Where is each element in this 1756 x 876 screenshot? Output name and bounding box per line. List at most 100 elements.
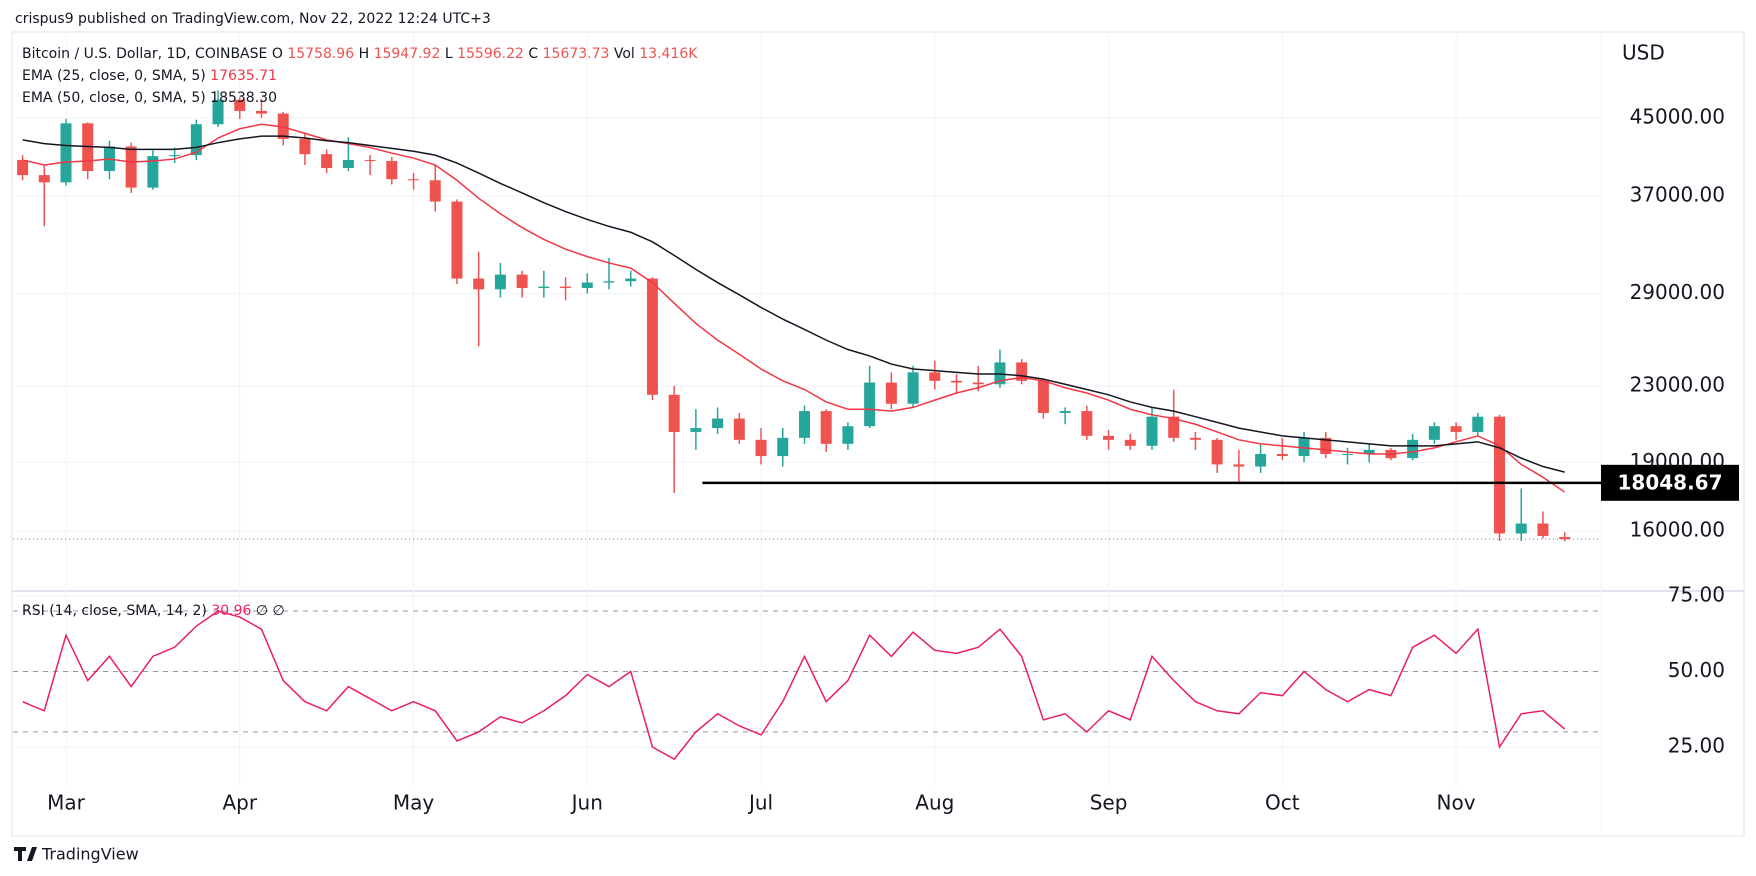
candle-body	[646, 278, 658, 395]
candle-body	[1211, 439, 1223, 465]
ema-line	[22, 123, 1566, 493]
y-tick-label: 25.00	[1668, 734, 1725, 758]
rsi-line	[22, 610, 1566, 761]
y-tick-label: 29000.00	[1630, 280, 1725, 304]
candle-body	[1341, 453, 1353, 455]
y-tick-label: 23000.00	[1630, 373, 1725, 397]
x-tick-label: Nov	[1437, 791, 1476, 815]
x-tick-label: Jun	[570, 791, 603, 815]
price-label: 18048.67	[1617, 470, 1722, 494]
candle-body	[1103, 435, 1115, 440]
ohlc-value: 15947.92	[374, 46, 441, 62]
candle-body	[820, 411, 832, 444]
ohlc-prefix: O	[272, 46, 283, 62]
candle-body	[1363, 449, 1375, 454]
ohlc-value: 15673.73	[543, 46, 610, 62]
legend-line: RSI (14, close, SMA, 14, 2) 30.96 ∅ ∅	[22, 603, 285, 619]
candle-body	[473, 278, 485, 290]
candle-body	[1081, 411, 1093, 436]
y-tick-label: 50.00	[1668, 658, 1725, 682]
y-tick-label: 75.00	[1668, 582, 1725, 606]
candle-body	[1059, 411, 1071, 413]
ohlc-prefix: L	[445, 46, 453, 62]
y-tick-label: 16000.00	[1630, 517, 1725, 541]
ohlc-prefix: C	[528, 46, 538, 62]
candle-body	[147, 156, 159, 188]
candle-body	[17, 160, 29, 176]
symbol-title: Bitcoin / U.S. Dollar, 1D, COINBASE	[22, 46, 267, 62]
y-tick-label: 45000.00	[1630, 104, 1725, 128]
chart-frame	[11, 31, 1745, 837]
candle-body	[690, 428, 702, 432]
legend-name: RSI (14, close, SMA, 14, 2)	[22, 603, 207, 619]
candle-body	[38, 175, 50, 183]
legend-value: 17635.71	[210, 68, 277, 84]
ohlc-prefix: H	[359, 46, 370, 62]
candle-body	[972, 382, 984, 385]
candle-body	[364, 160, 376, 162]
logo-icon	[14, 847, 37, 861]
candle-body	[1494, 416, 1506, 534]
candle-body	[1276, 453, 1288, 457]
candle-body	[603, 281, 615, 283]
candle-body	[321, 154, 333, 169]
candle-body	[1037, 380, 1049, 413]
legend-line: Bitcoin / U.S. Dollar, 1D, COINBASE O 15…	[22, 46, 698, 62]
volume-value: 13.416K	[639, 46, 698, 62]
ema-line	[22, 135, 1565, 473]
candle-body	[798, 411, 810, 438]
candle-body	[538, 286, 550, 288]
candle-body	[212, 99, 224, 125]
candle-body	[625, 278, 637, 282]
candle-body	[408, 179, 420, 181]
candle-body	[169, 155, 181, 157]
legend-name: EMA (25, close, 0, SMA, 5)	[22, 68, 206, 84]
ohlc-value: 15596.22	[457, 46, 524, 62]
candle-body	[1537, 523, 1549, 536]
legend-name: EMA (50, close, 0, SMA, 5)	[22, 90, 206, 106]
x-tick-label: Apr	[222, 791, 257, 815]
candle-body	[1298, 437, 1310, 457]
candle-body	[560, 286, 572, 288]
candle-body	[951, 380, 963, 383]
published-note: crispus9 published on TradingView.com, N…	[15, 11, 491, 27]
candle-body	[885, 382, 897, 404]
ohlc-value: 15758.96	[287, 46, 354, 62]
candle-body	[1124, 439, 1136, 446]
candle-body	[1559, 537, 1571, 540]
currency-label: USD	[1622, 41, 1665, 65]
candle-body	[581, 282, 593, 288]
candle-body	[255, 110, 267, 114]
candle-body	[1146, 416, 1158, 446]
candle-body	[494, 274, 506, 290]
y-tick-label: 37000.00	[1630, 183, 1725, 207]
candle-body	[429, 180, 441, 202]
candle-body	[516, 274, 528, 288]
candle-body	[1233, 464, 1245, 467]
x-tick-label: Aug	[915, 791, 954, 815]
candle-body	[1189, 437, 1201, 440]
candle-body	[929, 372, 941, 381]
footer-logo	[14, 847, 37, 861]
candle-body	[1016, 362, 1028, 381]
legend-value: 30.96	[211, 603, 251, 619]
candle-body	[1472, 416, 1484, 432]
candle-body	[733, 418, 745, 440]
candle-body	[1515, 523, 1527, 534]
candle-body	[777, 437, 789, 457]
legend-line: EMA (25, close, 0, SMA, 5) 17635.71	[22, 68, 277, 84]
candle-body	[842, 426, 854, 444]
legend-value: 18538.30	[210, 90, 277, 106]
candle-body	[299, 138, 311, 155]
candle-body	[342, 160, 354, 169]
candle-body	[60, 123, 72, 183]
volume-prefix: Vol	[614, 46, 635, 62]
candle-body	[1428, 426, 1440, 440]
candle-body	[712, 418, 724, 429]
candle-body	[1320, 437, 1332, 454]
x-tick-label: Jul	[747, 791, 773, 815]
candle-body	[755, 439, 767, 457]
candle-body	[125, 146, 137, 188]
price-label-box	[1601, 464, 1739, 501]
